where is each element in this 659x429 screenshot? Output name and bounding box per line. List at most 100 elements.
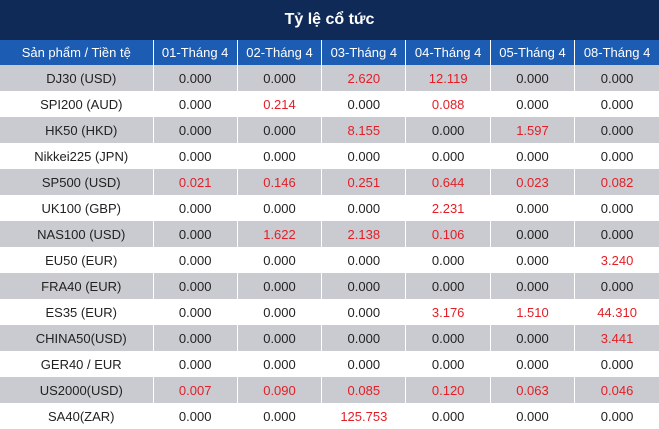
dividend-value-cell: 0.644 bbox=[405, 169, 491, 195]
dividend-value-cell: 0.000 bbox=[490, 65, 576, 91]
dividend-value-cell: 0.000 bbox=[237, 143, 323, 169]
dividend-value-cell: 0.000 bbox=[574, 221, 659, 247]
dividend-value-cell: 0.000 bbox=[321, 325, 407, 351]
dividend-value-cell: 0.000 bbox=[237, 273, 323, 299]
dividend-value-cell: 0.000 bbox=[574, 65, 659, 91]
product-label: SA40(ZAR) bbox=[48, 408, 115, 424]
product-cell: GER40 / EUR bbox=[0, 351, 154, 377]
product-cell: CHINA50(USD) bbox=[0, 325, 154, 351]
dividend-value-cell: 0.000 bbox=[153, 91, 238, 117]
table-body: DJ30 (USD) 0.000 0.000 2.620 12.119 0.000 0.00… bbox=[0, 65, 659, 429]
dividend-value-cell: 0.000 bbox=[574, 117, 659, 143]
dividend-value-cell: 0.000 bbox=[153, 351, 238, 377]
dividend-value-cell: 0.023 bbox=[490, 169, 576, 195]
product-label: CHINA50(USD) bbox=[35, 330, 127, 346]
dividend-value-cell: 0.000 bbox=[490, 273, 576, 299]
table-row: UK100 (GBP) 0.000 0.000 0.000 2.231 0.000 0.00… bbox=[0, 195, 659, 221]
dividend-value-cell: 0.214 bbox=[237, 91, 323, 117]
table-row: US2000(USD) 0.007 0.090 0.085 0.120 0.063 0.04… bbox=[0, 377, 659, 403]
table-row: GER40 / EUR 0.000 0.000 0.000 0.000 0.000 0.00… bbox=[0, 351, 659, 377]
table-row: CHINA50(USD) 0.000 0.000 0.000 0.000 0.000 3.4… bbox=[0, 325, 659, 351]
dividend-value-cell: 0.000 bbox=[490, 143, 576, 169]
dividend-value-cell: 0.090 bbox=[237, 377, 323, 403]
product-cell: FRA40 (EUR) bbox=[0, 273, 154, 299]
dividend-value-cell: 0.000 bbox=[237, 247, 323, 273]
product-cell: SPI200 (AUD) bbox=[0, 91, 154, 117]
dividend-value-cell: 1.510 bbox=[490, 299, 576, 325]
dividend-value-cell: 0.000 bbox=[490, 195, 576, 221]
dividend-value-cell: 0.021 bbox=[153, 169, 238, 195]
column-header-date: 05-Tháng 4 bbox=[490, 40, 576, 65]
table-row: HK50 (HKD) 0.000 0.000 8.155 0.000 1.597 0.000 bbox=[0, 117, 659, 143]
table-row: NAS100 (USD) 0.000 1.622 2.138 0.106 0.000 0.0… bbox=[0, 221, 659, 247]
dividend-value-cell: 0.000 bbox=[153, 403, 238, 429]
dividend-value-cell: 0.088 bbox=[405, 91, 491, 117]
dividend-value-cell: 0.000 bbox=[321, 247, 407, 273]
dividend-value-cell: 0.000 bbox=[490, 403, 576, 429]
product-cell: UK100 (GBP) bbox=[0, 195, 154, 221]
dividend-value-cell: 3.240 bbox=[574, 247, 659, 273]
dividend-value-cell: 0.000 bbox=[405, 325, 491, 351]
dividend-value-cell: 0.000 bbox=[574, 273, 659, 299]
table-row: SA40(ZAR) 0.000 0.000 125.753 0.000 0.000 0.00… bbox=[0, 403, 659, 429]
dividend-value-cell: 0.000 bbox=[237, 195, 323, 221]
dividend-value-cell: 0.146 bbox=[237, 169, 323, 195]
dividend-value-cell: 0.000 bbox=[405, 351, 491, 377]
product-cell: NAS100 (USD) bbox=[0, 221, 154, 247]
dividend-value-cell: 0.000 bbox=[153, 143, 238, 169]
dividend-value-cell: 0.000 bbox=[405, 403, 491, 429]
dividend-value-cell: 0.000 bbox=[574, 91, 659, 117]
dividend-value-cell: 0.000 bbox=[153, 117, 238, 143]
product-label: NAS100 (USD) bbox=[37, 226, 126, 242]
dividend-value-cell: 0.000 bbox=[490, 351, 576, 377]
dividend-value-cell: 0.000 bbox=[321, 143, 407, 169]
product-label: DJ30 (USD) bbox=[46, 70, 117, 86]
dividend-value-cell: 0.000 bbox=[321, 273, 407, 299]
dividend-value-cell: 0.000 bbox=[574, 195, 659, 221]
dividend-value-cell: 2.138 bbox=[321, 221, 407, 247]
dividend-value-cell: 44.310 bbox=[574, 299, 659, 325]
dividend-value-cell: 0.251 bbox=[321, 169, 407, 195]
dividend-value-cell: 0.000 bbox=[237, 299, 323, 325]
product-label: UK100 (GBP) bbox=[41, 200, 121, 216]
dividend-value-cell: 0.000 bbox=[321, 91, 407, 117]
product-cell: US2000(USD) bbox=[0, 377, 154, 403]
column-header-product: Sản phẩm / Tiền tệ bbox=[0, 40, 154, 65]
dividend-value-cell: 0.000 bbox=[237, 403, 323, 429]
product-label: SPI200 (AUD) bbox=[40, 96, 123, 112]
product-label: EU50 (EUR) bbox=[45, 252, 118, 268]
product-cell: SP500 (USD) bbox=[0, 169, 154, 195]
dividend-value-cell: 125.753 bbox=[321, 403, 407, 429]
product-cell: SA40(ZAR) bbox=[0, 403, 154, 429]
dividend-value-cell: 0.000 bbox=[405, 273, 491, 299]
product-label: Nikkei225 (JPN) bbox=[34, 148, 129, 164]
dividend-value-cell: 0.000 bbox=[574, 143, 659, 169]
column-header-date: 01-Tháng 4 bbox=[153, 40, 238, 65]
table-row: SPI200 (AUD) 0.000 0.214 0.000 0.088 0.000 0.0… bbox=[0, 91, 659, 117]
dividend-table: Sản phẩm / Tiền tệ 01-Tháng 4 02-Tháng 4 03… bbox=[0, 40, 659, 429]
dividend-value-cell: 0.000 bbox=[321, 299, 407, 325]
dividend-value-cell: 2.620 bbox=[321, 65, 407, 91]
dividend-value-cell: 0.000 bbox=[574, 351, 659, 377]
product-cell: DJ30 (USD) bbox=[0, 65, 154, 91]
dividend-value-cell: 0.000 bbox=[574, 403, 659, 429]
dividend-value-cell: 0.000 bbox=[490, 221, 576, 247]
dividend-value-cell: 0.085 bbox=[321, 377, 407, 403]
dividend-value-cell: 0.000 bbox=[405, 143, 491, 169]
dividend-value-cell: 0.000 bbox=[321, 351, 407, 377]
product-cell: ES35 (EUR) bbox=[0, 299, 154, 325]
table-title: Tỷ lệ cổ tức bbox=[0, 0, 659, 40]
dividend-value-cell: 0.000 bbox=[237, 117, 323, 143]
column-header-date: 04-Tháng 4 bbox=[405, 40, 491, 65]
dividend-value-cell: 0.000 bbox=[153, 273, 238, 299]
column-header-date: 03-Tháng 4 bbox=[321, 40, 407, 65]
dividend-value-cell: 0.082 bbox=[574, 169, 659, 195]
table-row: SP500 (USD) 0.021 0.146 0.251 0.644 0.023 0.08… bbox=[0, 169, 659, 195]
dividend-value-cell: 0.000 bbox=[153, 325, 238, 351]
table-row: Nikkei225 (JPN) 0.000 0.000 0.000 0.000 0.000… bbox=[0, 143, 659, 169]
dividend-value-cell: 0.000 bbox=[153, 221, 238, 247]
dividend-value-cell: 0.000 bbox=[153, 195, 238, 221]
dividend-value-cell: 1.597 bbox=[490, 117, 576, 143]
dividend-value-cell: 3.441 bbox=[574, 325, 659, 351]
dividend-value-cell: 8.155 bbox=[321, 117, 407, 143]
